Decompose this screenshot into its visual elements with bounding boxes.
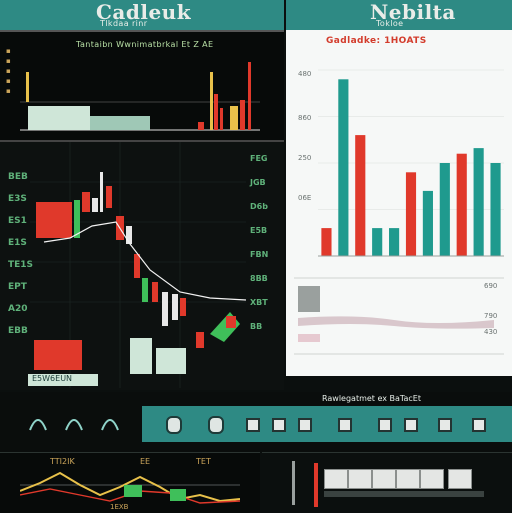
- strip-cell[interactable]: [448, 469, 472, 489]
- bar-chart: [318, 69, 504, 257]
- bottom-right-strip: [262, 452, 512, 513]
- y-ticks: 480 860 250 06E: [298, 70, 312, 202]
- left-bottom-band: E5W6EUN: [28, 374, 98, 386]
- candlestick-chart: [30, 142, 246, 388]
- knob-button[interactable]: [208, 416, 224, 434]
- toggle-button[interactable]: [272, 418, 286, 432]
- top-candle-chart: [20, 62, 260, 131]
- bar-red-1: [321, 228, 332, 256]
- candle: [92, 198, 98, 212]
- sub-tick: 430: [484, 328, 498, 336]
- strip-bracket: [292, 461, 303, 505]
- strip-cell[interactable]: [420, 469, 444, 489]
- left-side-labels: BEB E3S ES1 E1S TE1S EPT A20 EBB: [8, 172, 34, 336]
- toggle-button[interactable]: [298, 418, 312, 432]
- candle: [106, 186, 112, 208]
- moving-average: [43, 221, 246, 301]
- candle: [82, 192, 90, 212]
- candle: [180, 298, 186, 316]
- right-chart-label: Gadladke: 1HOATS: [326, 36, 427, 46]
- toggle-button[interactable]: [378, 418, 392, 432]
- bottom-label: E5W6EUN: [32, 374, 73, 383]
- bar-teal-5: [389, 228, 400, 256]
- bar-red-9: [456, 153, 467, 256]
- candle: [126, 226, 132, 244]
- sub-tick: 790: [484, 312, 498, 320]
- area-strip: [294, 277, 504, 355]
- left-main-chart: BEB E3S ES1 E1S TE1S EPT A20 EBB FEG JGB…: [0, 140, 284, 390]
- bottom-left-label: TTI2IK: [50, 457, 75, 466]
- volume-bar: [34, 340, 82, 370]
- bar-teal-2: [338, 79, 349, 256]
- right-chart-area: Gadladke: 1HOATS 480 860 250 06E 690 790…: [286, 30, 512, 376]
- control-bar: Rawlegatmet ex BaTacEt: [142, 394, 512, 442]
- left-title: Cadlеuk: [96, 0, 192, 24]
- strip-cell[interactable]: [372, 469, 396, 489]
- toggle-button[interactable]: [472, 418, 486, 432]
- candle: [134, 254, 140, 278]
- left-subtitle: Tlkdaa rinr: [100, 19, 148, 28]
- gauge-icon: [29, 419, 119, 431]
- bottom-footer: 1EXB: [110, 503, 129, 511]
- toggle-button[interactable]: [404, 418, 418, 432]
- bar-teal-8: [439, 163, 450, 256]
- bar-red-6: [405, 172, 417, 256]
- top-chart-label: Tantaibn Wwnimatbrkal Et Z AE: [76, 40, 214, 49]
- strip-bar: [324, 491, 484, 497]
- toggle-button[interactable]: [338, 418, 352, 432]
- toggle-button[interactable]: [438, 418, 452, 432]
- candle: [226, 316, 236, 328]
- strip-cell[interactable]: [324, 469, 348, 489]
- toggle-button[interactable]: [246, 418, 260, 432]
- bar-teal-7: [422, 190, 433, 256]
- bar-teal-4: [372, 228, 383, 256]
- bottom-left-chart: TTI2IK EE TET 1EXB: [0, 452, 260, 513]
- volume-bar: [130, 338, 152, 374]
- bottom-left-tick: EE: [140, 457, 151, 466]
- candle: [196, 332, 204, 348]
- right-title: Nebilta: [370, 0, 456, 24]
- strip-cell[interactable]: [348, 469, 372, 489]
- bar-red-3: [355, 135, 366, 256]
- right-subtitle: Tokloe: [376, 19, 404, 28]
- candle: [172, 294, 178, 320]
- bar-teal-11: [490, 163, 501, 256]
- control-label: Rawlegatmet ex BaTacEt: [322, 394, 421, 403]
- top-chart-ticks: ▪ ▪ ▪ ▪ ▪: [6, 47, 11, 95]
- knob-button[interactable]: [166, 416, 182, 434]
- candle: [100, 172, 103, 212]
- bottom-wave: [20, 471, 240, 504]
- candle: [152, 282, 158, 302]
- left-title-band: Cadlеuk Tlkdaa rinr: [0, 0, 284, 30]
- bottom-left-tick: TET: [196, 457, 211, 466]
- strip-red-line: [314, 463, 318, 507]
- bar-teal-10: [473, 148, 484, 256]
- candle: [162, 292, 168, 326]
- volume-bars: [28, 106, 90, 130]
- sub-tick: 690: [484, 282, 498, 290]
- right-title-band: Nebilta Tokloe: [286, 0, 512, 30]
- right-sub-strip: 690 790 430: [294, 274, 504, 370]
- candle: [74, 200, 80, 238]
- volume-bar: [156, 348, 186, 374]
- left-top-chart: Tantaibn Wwnimatbrkal Et Z AE ▪ ▪ ▪ ▪ ▪: [0, 30, 284, 140]
- candle: [36, 202, 72, 238]
- strip-cell[interactable]: [396, 469, 420, 489]
- control-row: Rawlegatmet ex BaTacEt: [0, 392, 512, 452]
- gauge-group: [20, 400, 130, 440]
- candle: [142, 278, 148, 302]
- right-side-labels: FEG JGB D6b E5B FBN 8BB XBT BB: [250, 154, 269, 331]
